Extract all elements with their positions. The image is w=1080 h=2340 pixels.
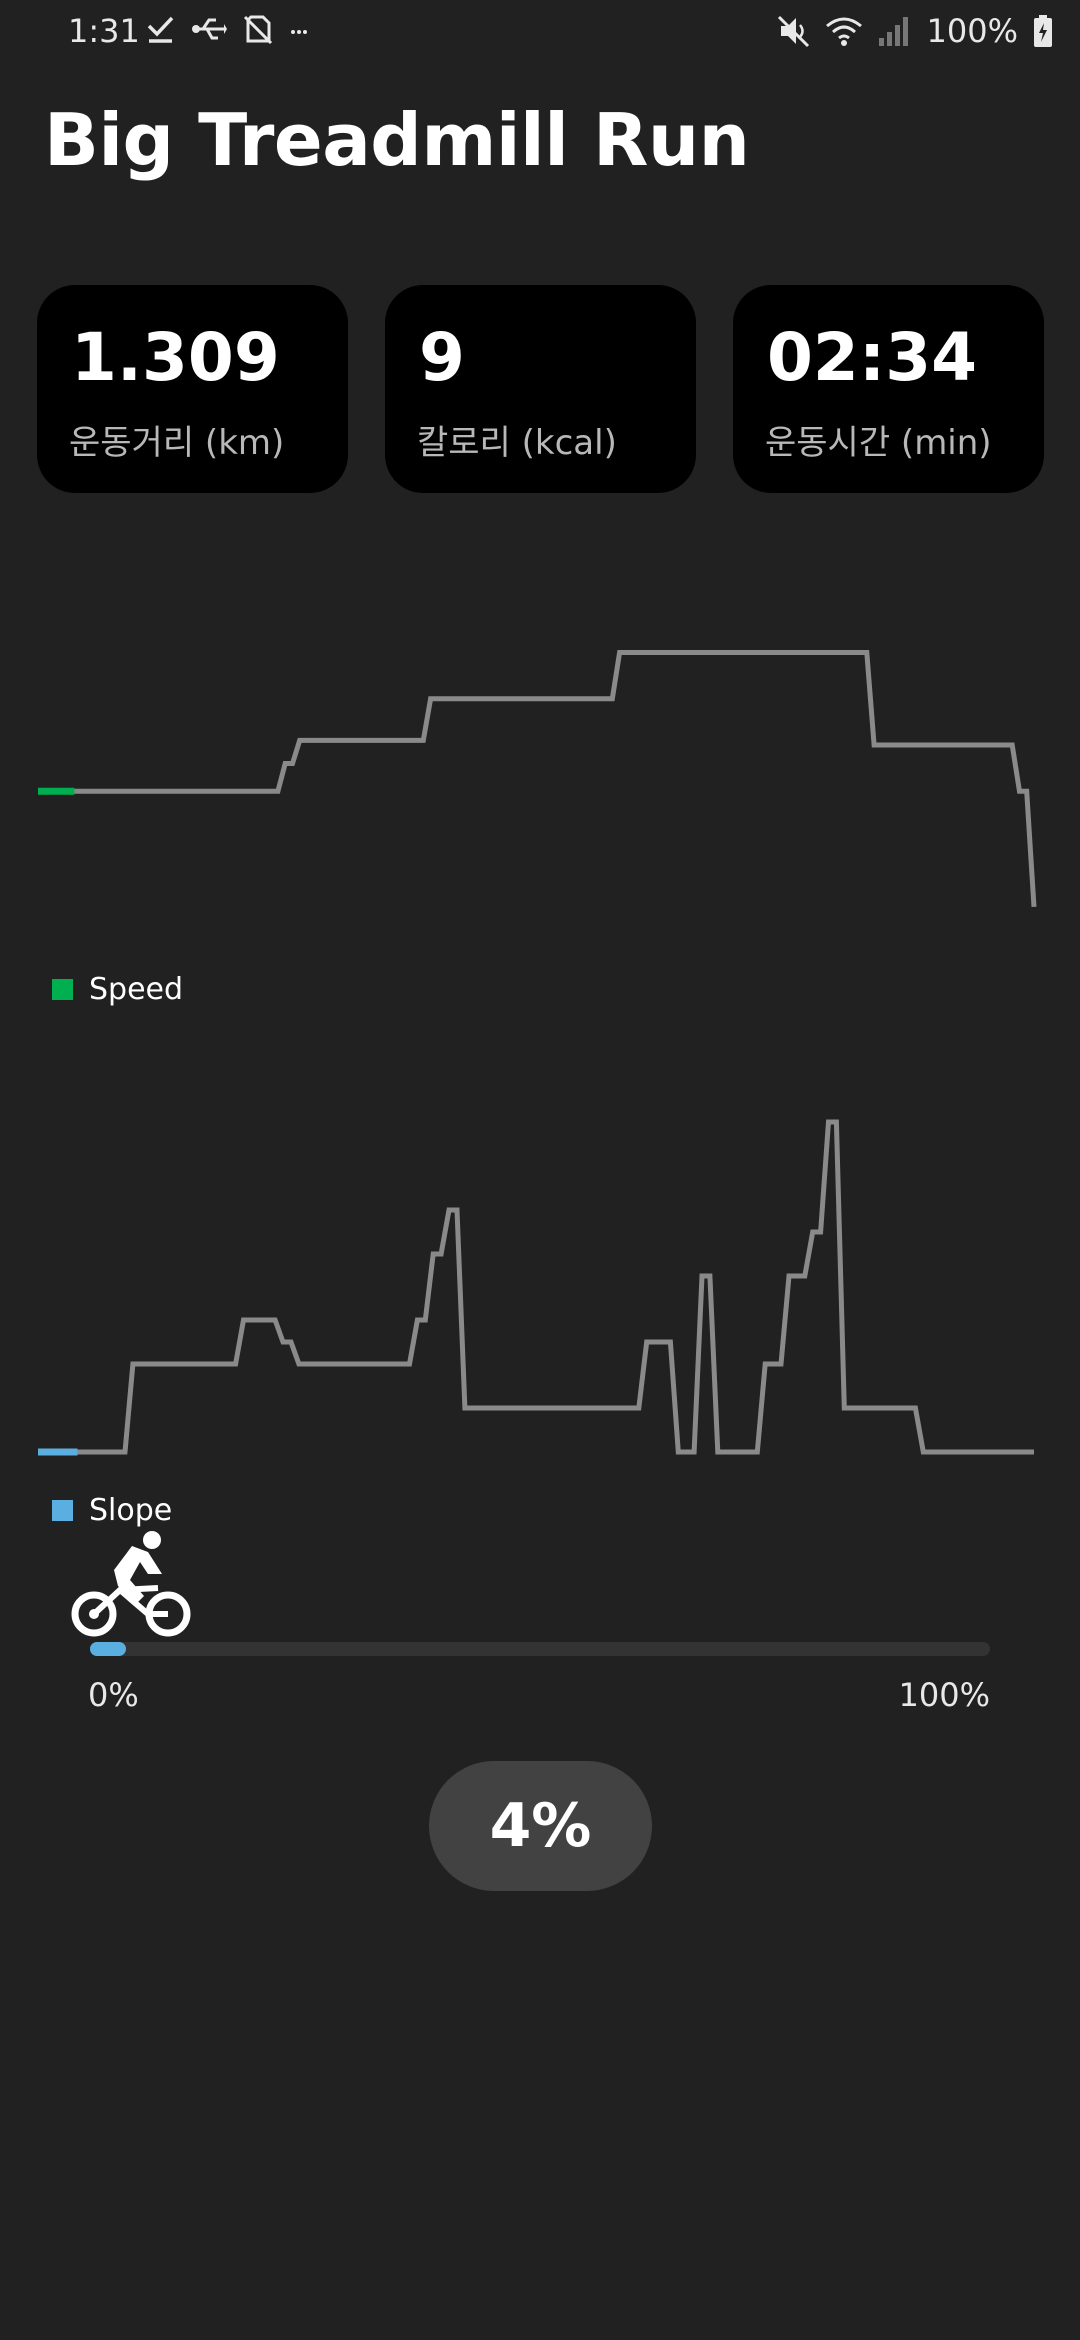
progress-start-label: 0% xyxy=(88,1676,139,1714)
page-title: Big Treadmill Run xyxy=(44,98,750,182)
progress-track xyxy=(90,1642,990,1656)
status-bar: 1:31 100% xyxy=(0,0,1080,66)
status-left-icons xyxy=(145,14,309,44)
slope-legend: Slope xyxy=(52,1493,172,1528)
battery-icon xyxy=(1034,15,1052,47)
duration-label: 운동시간 (min) xyxy=(765,423,992,463)
cyclist-icon xyxy=(71,1531,191,1637)
speed-chart-svg xyxy=(38,650,1037,908)
stat-card-distance: 1.309 운동거리 (km) xyxy=(37,285,348,493)
slope-series-line xyxy=(38,1119,1034,1455)
check-icon xyxy=(147,16,174,43)
progress-percent-badge: 4% xyxy=(429,1761,652,1891)
distance-value: 1.309 xyxy=(71,319,280,396)
duration-value: 02:34 xyxy=(767,319,978,396)
more-icon xyxy=(291,30,307,34)
usb-icon xyxy=(192,18,227,40)
calories-value: 9 xyxy=(419,319,465,396)
wifi-icon xyxy=(825,17,862,46)
progress-end-label: 100% xyxy=(898,1676,990,1714)
speed-legend: Speed xyxy=(52,972,183,1007)
no-sim-icon xyxy=(243,15,273,44)
slope-chart xyxy=(0,1100,1080,1490)
progress-fill xyxy=(90,1642,126,1656)
stat-card-duration: 02:34 운동시간 (min) xyxy=(733,285,1044,493)
battery-percent: 100% xyxy=(926,12,1018,50)
calories-label: 칼로리 (kcal) xyxy=(417,423,617,463)
speed-chart xyxy=(0,560,1080,980)
speed-legend-label: Speed xyxy=(89,972,184,1007)
stat-card-calories: 9 칼로리 (kcal) xyxy=(385,285,696,493)
mute-icon xyxy=(777,15,809,48)
slope-legend-swatch xyxy=(52,1500,73,1521)
stats-cards: 1.309 운동거리 (km) 9 칼로리 (kcal) 02:34 운동시간 … xyxy=(37,285,1044,493)
speed-legend-swatch xyxy=(52,979,73,1000)
slope-legend-label: Slope xyxy=(89,1493,173,1528)
distance-label: 운동거리 (km) xyxy=(69,423,285,463)
slope-chart-svg xyxy=(38,1119,1034,1456)
status-time: 1:31 xyxy=(68,12,140,50)
signal-icon xyxy=(878,17,908,46)
speed-series-line xyxy=(38,650,1037,908)
status-right-icons: 100% xyxy=(777,12,1054,50)
